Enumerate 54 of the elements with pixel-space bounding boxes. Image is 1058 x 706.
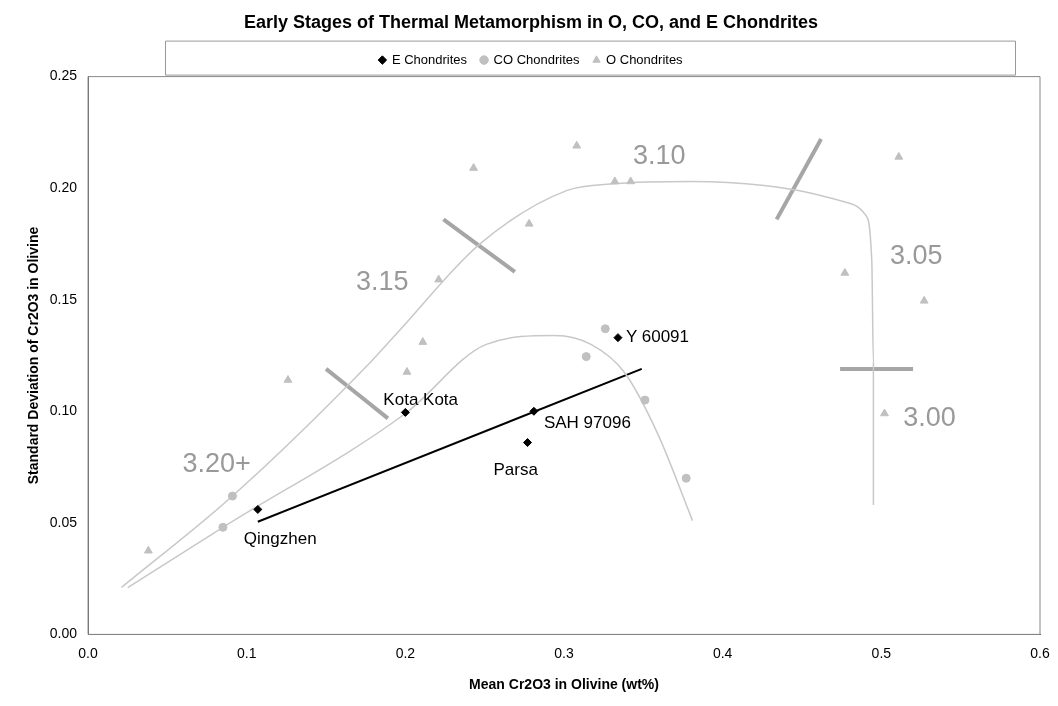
point bbox=[283, 375, 293, 383]
annotation: SAH 97096 bbox=[543, 412, 631, 432]
x-tick-label: 0.6 bbox=[1030, 644, 1050, 661]
point bbox=[919, 295, 929, 304]
y-axis-title: Standard Deviation of Cr2O3 in Olivine bbox=[25, 226, 42, 485]
y-tick-label: 0.15 bbox=[49, 290, 78, 307]
point bbox=[581, 352, 591, 362]
y-tick-label: 0.25 bbox=[49, 67, 78, 84]
x-tick-label: 0.2 bbox=[395, 644, 416, 661]
point bbox=[227, 491, 237, 501]
point bbox=[572, 140, 582, 149]
x-tick-label: 0.4 bbox=[712, 644, 733, 661]
legend-label: E Chondrites bbox=[391, 51, 468, 67]
x-tick-label: 0.5 bbox=[871, 644, 892, 661]
y-tick-label: 0.05 bbox=[49, 513, 78, 530]
point bbox=[524, 218, 534, 227]
point bbox=[400, 407, 410, 417]
point bbox=[523, 438, 533, 448]
point bbox=[469, 163, 478, 171]
legend-label: O Chondrites bbox=[606, 51, 684, 67]
point bbox=[840, 267, 850, 276]
annotation: 3.15 bbox=[355, 265, 409, 296]
point bbox=[610, 176, 620, 185]
annotation: 3.20+ bbox=[182, 448, 251, 479]
y-tick-label: 0.00 bbox=[49, 625, 78, 642]
annotation: 3.10 bbox=[632, 140, 686, 171]
annotation: Y 60091 bbox=[625, 327, 689, 347]
point bbox=[681, 473, 691, 483]
annotation: Kota Kota bbox=[383, 390, 459, 410]
point bbox=[402, 367, 412, 375]
point bbox=[640, 395, 650, 405]
point bbox=[880, 408, 889, 417]
point bbox=[434, 274, 444, 283]
point bbox=[253, 504, 263, 514]
x-tick-label: 0.1 bbox=[236, 644, 257, 661]
annotation: Qingzhen bbox=[243, 529, 317, 549]
point bbox=[600, 324, 610, 334]
annotation: Parsa bbox=[493, 460, 539, 480]
point bbox=[613, 333, 623, 343]
y-tick-label: 0.10 bbox=[49, 402, 78, 419]
legend-label: CO Chondrites bbox=[493, 51, 581, 67]
x-tick-label: 0.0 bbox=[78, 644, 98, 661]
annotation: 3.00 bbox=[903, 401, 956, 432]
x-tick-label: 0.3 bbox=[554, 644, 574, 661]
point bbox=[529, 406, 539, 416]
point bbox=[418, 337, 428, 345]
annotation: 3.05 bbox=[889, 239, 943, 270]
chart-title: Early Stages of Thermal Metamorphism in O, CO, and E Chondrites bbox=[243, 11, 819, 32]
point bbox=[143, 545, 153, 554]
point bbox=[626, 176, 636, 185]
x-axis-title: Mean Cr2O3 in Olivine (wt%) bbox=[469, 676, 659, 693]
y-tick-label: 0.20 bbox=[49, 179, 78, 196]
point bbox=[894, 151, 904, 160]
point bbox=[218, 522, 228, 532]
